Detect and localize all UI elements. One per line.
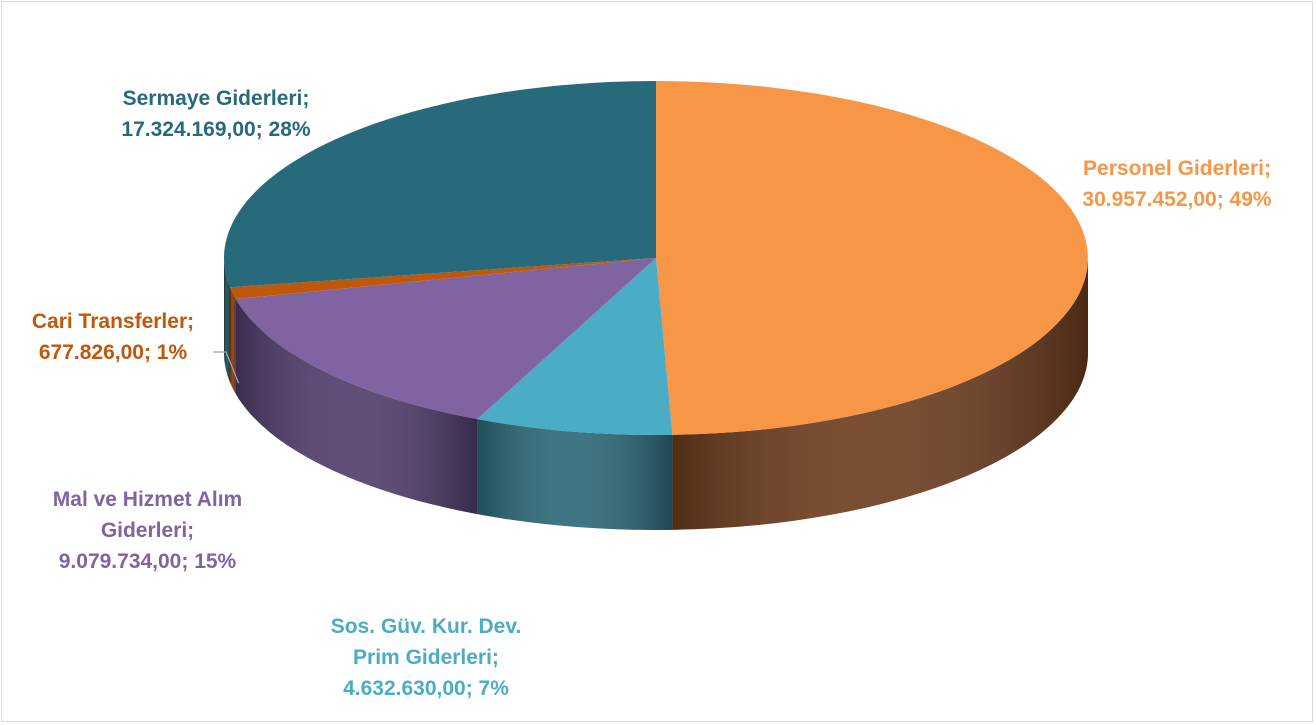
pie-side-shade-1: [477, 419, 673, 530]
pie-slice-1: [477, 258, 673, 435]
pie-slice-4: [223, 81, 656, 288]
pie-sides: [224, 258, 1088, 530]
data-label-4: Sermaye Giderleri; 17.324.169,00; 28%: [86, 83, 346, 145]
data-label-4-line-0: Sermaye Giderleri;: [122, 87, 310, 110]
pie-slice-0: [656, 81, 1088, 435]
data-label-2: Mal ve Hizmet Alım Giderleri; 9.079.734,00…: [20, 484, 275, 577]
data-label-1: Sos. Güv. Kur. Dev. Prim Giderleri; 4.632.…: [296, 611, 556, 704]
data-label-0: Personel Giderleri; 30.957.452,00; 49%: [1052, 153, 1302, 215]
data-label-1-line-1: Prim Giderleri;: [353, 646, 499, 669]
data-label-0-line-0: Personel Giderleri;: [1083, 157, 1271, 180]
data-label-3: Cari Transferler; 677.826,00; 1%: [8, 306, 218, 368]
pie-slice-3: [229, 258, 656, 300]
data-label-2-line-0: Mal ve Hizmet Alım: [52, 488, 243, 511]
data-label-3-line-1: 677.826,00; 1%: [38, 341, 188, 364]
data-label-2-line-1: Giderleri;: [100, 519, 195, 542]
data-label-1-line-2: 4.632.630,00; 7%: [343, 677, 509, 700]
pie-side-shade-4: [224, 258, 230, 383]
data-label-1-line-0: Sos. Güv. Kur. Dev.: [330, 615, 522, 638]
pie-tops: [223, 81, 1088, 435]
data-label-3-line-0: Cari Transferler;: [31, 310, 195, 333]
leader-lines: [213, 351, 240, 384]
leader-line-3: [213, 351, 240, 384]
data-label-0-line-1: 30.957.452,00; 49%: [1082, 188, 1272, 211]
pie-side-shade-2: [235, 299, 478, 515]
pie-side-shade-3: [229, 287, 236, 395]
data-label-2-line-2: 9.079.734,00; 15%: [58, 550, 237, 573]
pie-side-shade-0: [672, 258, 1088, 530]
data-label-4-line-1: 17.324.169,00; 28%: [121, 118, 311, 141]
pie-slice-2: [235, 258, 656, 420]
